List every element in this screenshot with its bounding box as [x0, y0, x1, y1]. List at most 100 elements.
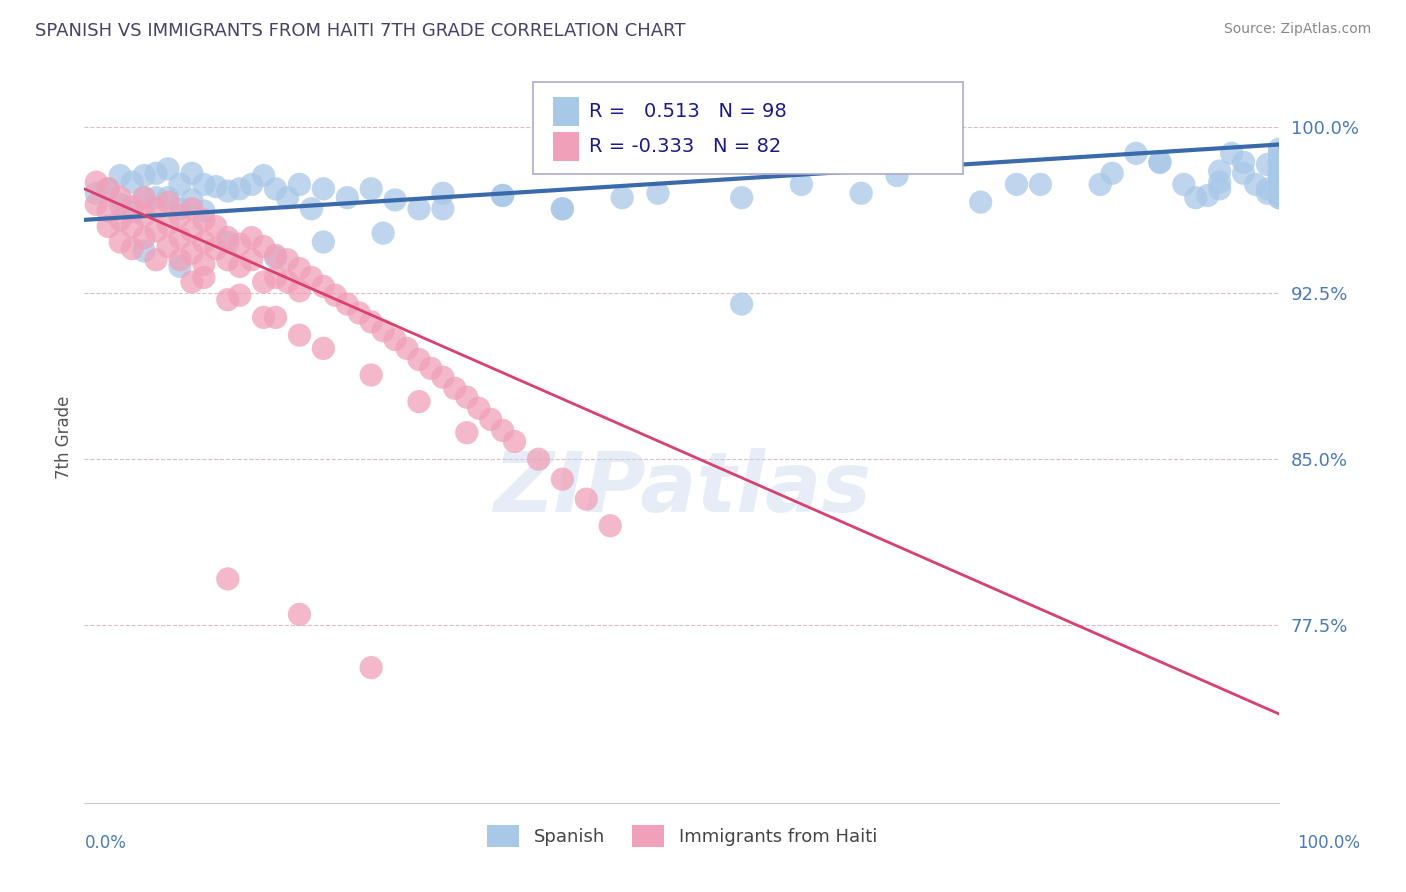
Point	[575, 492, 598, 507]
Point	[1209, 182, 1232, 196]
Point	[253, 239, 276, 253]
Point	[336, 191, 359, 205]
Point	[121, 219, 143, 234]
Point	[277, 191, 299, 205]
Point	[97, 182, 120, 196]
Point	[253, 169, 276, 183]
Point	[1005, 178, 1028, 192]
Point	[277, 252, 299, 267]
Point	[193, 270, 215, 285]
Text: 100.0%: 100.0%	[1298, 834, 1360, 852]
Point	[312, 342, 335, 356]
Point	[193, 235, 215, 249]
Point	[1268, 153, 1291, 167]
Point	[1029, 178, 1052, 192]
Point	[432, 370, 454, 384]
Point	[86, 197, 108, 211]
Point	[132, 244, 156, 258]
Point	[1257, 186, 1279, 201]
Point	[97, 204, 120, 219]
Point	[132, 169, 156, 183]
Point	[408, 202, 430, 216]
Point	[145, 191, 167, 205]
Point	[1268, 142, 1291, 156]
Point	[1101, 166, 1123, 180]
Point	[444, 381, 467, 395]
Point	[1268, 155, 1291, 169]
Point	[408, 352, 430, 367]
Point	[86, 175, 108, 189]
Point	[169, 209, 191, 223]
Point	[384, 193, 406, 207]
Point	[240, 252, 263, 267]
Point	[145, 252, 167, 267]
Point	[181, 275, 204, 289]
Point	[288, 284, 311, 298]
Point	[731, 191, 754, 205]
Point	[253, 310, 276, 325]
Point	[217, 235, 239, 249]
Point	[264, 182, 287, 196]
Point	[492, 188, 515, 202]
Point	[145, 166, 167, 180]
FancyBboxPatch shape	[533, 82, 963, 174]
Point	[1268, 169, 1291, 183]
Text: R =   0.513   N = 98: R = 0.513 N = 98	[589, 102, 786, 121]
Point	[349, 306, 371, 320]
Point	[503, 434, 526, 449]
Point	[157, 195, 180, 210]
Point	[1125, 146, 1147, 161]
Point	[97, 182, 120, 196]
Point	[301, 202, 323, 216]
Point	[1220, 146, 1243, 161]
Point	[1268, 178, 1291, 192]
Point	[1090, 178, 1112, 192]
Point	[312, 182, 335, 196]
Point	[360, 182, 382, 196]
Point	[229, 237, 252, 252]
Point	[157, 239, 180, 253]
Point	[1268, 164, 1291, 178]
Point	[1209, 175, 1232, 189]
Point	[1149, 155, 1171, 169]
Point	[527, 452, 550, 467]
Point	[169, 178, 191, 192]
Point	[110, 235, 132, 249]
Point	[86, 186, 108, 201]
Point	[288, 607, 311, 622]
Point	[169, 230, 191, 244]
Point	[408, 394, 430, 409]
Point	[1268, 178, 1291, 192]
Point	[1173, 178, 1195, 192]
Point	[229, 182, 252, 196]
Point	[205, 242, 228, 256]
Legend: Spanish, Immigrants from Haiti: Spanish, Immigrants from Haiti	[478, 816, 886, 856]
Point	[229, 288, 252, 302]
Point	[193, 178, 215, 192]
Point	[1268, 155, 1291, 169]
Text: Source: ZipAtlas.com: Source: ZipAtlas.com	[1223, 22, 1371, 37]
Point	[121, 175, 143, 189]
Point	[264, 310, 287, 325]
Point	[1268, 164, 1291, 178]
Point	[157, 191, 180, 205]
Point	[110, 197, 132, 211]
Point	[132, 191, 156, 205]
Point	[169, 252, 191, 267]
Point	[217, 293, 239, 307]
Point	[456, 425, 478, 440]
Point	[1268, 191, 1291, 205]
Point	[145, 224, 167, 238]
Point	[205, 179, 228, 194]
Point	[886, 169, 908, 183]
Point	[264, 251, 287, 265]
Point	[851, 186, 873, 201]
Y-axis label: 7th Grade: 7th Grade	[55, 395, 73, 479]
Point	[217, 230, 239, 244]
Point	[731, 297, 754, 311]
Point	[132, 209, 156, 223]
Point	[373, 226, 395, 240]
Point	[1209, 164, 1232, 178]
Point	[468, 401, 491, 416]
Point	[790, 178, 813, 192]
